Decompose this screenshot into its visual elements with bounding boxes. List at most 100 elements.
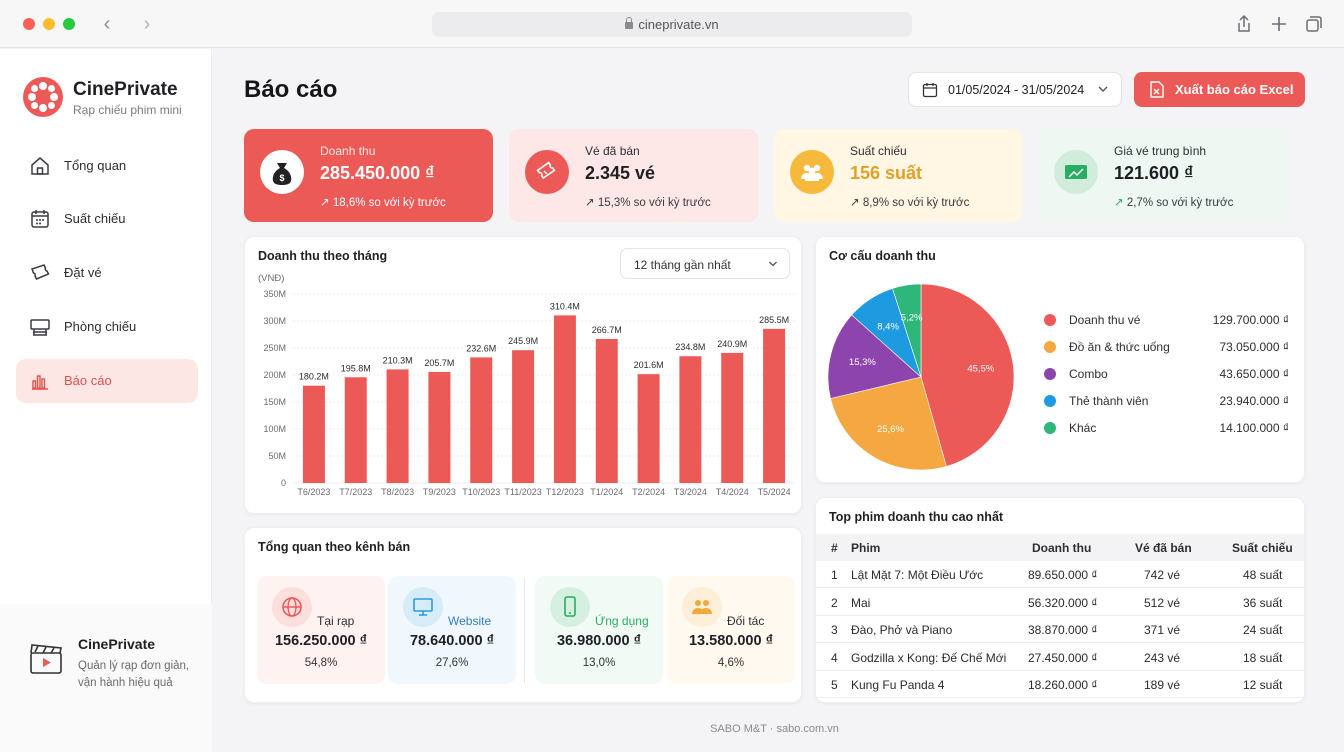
minimize-window-button[interactable] — [43, 18, 55, 30]
slice-percent-label: 45,5% — [967, 364, 994, 375]
trend-up-icon: ↗ — [585, 197, 598, 209]
sidebar-item-booking[interactable]: Đặt vé — [16, 251, 198, 295]
column-header-tickets: Vé đã bán — [1135, 541, 1192, 555]
channel-card-counter: Tại rạp 156.250.000 ₫ 54,8% — [257, 576, 385, 684]
showtimes-cell: 18 suất — [1243, 650, 1283, 665]
legend-item: Combo 43.650.000 ₫ — [1044, 364, 1289, 384]
phone-icon — [550, 587, 590, 627]
period-select[interactable]: 12 tháng gần nhất — [620, 248, 790, 279]
channel-percent: 4,6% — [717, 657, 745, 669]
monthly-revenue-bar-chart: (VNĐ) 0 50M 100M 150M 200M 250M 300M 350M 180.2M T… — [258, 273, 795, 497]
slice-percent-label: 5,2% — [901, 312, 923, 323]
bar-value-label: 195.8M — [341, 363, 371, 373]
sidebar-item-rooms[interactable]: Phòng chiếu — [16, 305, 198, 349]
rank-cell: 3 — [831, 623, 838, 637]
channel-name: Website — [448, 614, 492, 628]
forward-arrow-icon[interactable]: › — [143, 13, 151, 35]
sidebar-item-label: Đặt vé — [64, 265, 102, 280]
sidebar: CinePrivate Rạp chiếu phim mini Tổng qua… — [0, 49, 212, 752]
movie-cell: Kung Fu Panda 4 — [851, 678, 945, 692]
kpi-change: ↗ 15,3% so với kỳ trước — [585, 197, 711, 209]
monitor-icon — [403, 587, 443, 627]
table-row[interactable]: 4 Godzilla x Kong: Đế Chế Mới 27.450.000 ₫… — [816, 644, 1304, 671]
trend-up-icon: ↗ — [1114, 197, 1127, 209]
kpi-revenue-card: $ Doanh thu 285.450.000 ₫ ↗ 18,6% so với… — [244, 129, 493, 222]
ticket-icon — [31, 264, 50, 280]
revenue-structure-pie-chart: 45,5% 25,6% 15,3% 8,4%5,2% — [827, 283, 1015, 471]
close-window-button[interactable] — [23, 18, 35, 30]
kpi-change: ↗ 8,9% so với kỳ trước — [850, 197, 970, 209]
bar-value-label: 310.4M — [550, 301, 580, 311]
slice-percent-label: 8,4% — [877, 321, 899, 332]
bar — [428, 371, 451, 483]
channel-name: Tại rạp — [317, 614, 355, 628]
bar-value-label: 285.5M — [759, 315, 789, 325]
tabs-overview-icon[interactable] — [1304, 14, 1324, 34]
y-tick-label: 0 — [281, 478, 286, 488]
bar — [302, 385, 325, 483]
panel-title: Doanh thu theo tháng — [258, 249, 388, 263]
y-tick-label: 350M — [263, 289, 286, 299]
svg-text:$: $ — [279, 173, 284, 183]
channel-card-website: Website 78.640.000 ₫ 27,6% — [388, 576, 516, 684]
bar-value-label: 201.6M — [634, 360, 664, 370]
bar — [512, 350, 535, 483]
sidebar-item-label: Báo cáo — [64, 373, 112, 388]
bar — [386, 369, 409, 483]
kpi-value: 2.345 vé — [585, 163, 656, 183]
channel-value: 78.640.000 ₫ — [409, 633, 495, 649]
rank-cell: 2 — [831, 595, 838, 610]
sidebar-item-overview[interactable]: Tổng quan — [16, 144, 198, 188]
screen-room-icon — [30, 319, 50, 336]
sidebar-item-reports[interactable]: Báo cáo — [16, 359, 198, 403]
address-bar[interactable]: cineprivate.vn — [432, 12, 912, 37]
slice-percent-label: 25,6% — [877, 424, 904, 435]
legend-item: Doanh thu vé 129.700.000 ₫ — [1044, 310, 1289, 330]
rank-cell: 4 — [831, 650, 838, 665]
legend-name: Doanh thu vé — [1069, 313, 1141, 327]
column-header-revenue: Doanh thu — [1032, 541, 1092, 555]
table-row[interactable]: 3 Đào, Phở và Piano 38.870.000 ₫ 371 vé 24 s… — [816, 616, 1304, 643]
panel-title: Top phim doanh thu cao nhất — [829, 510, 1004, 524]
channel-card-partner: Đối tác 13.580.000 ₫ 4,6% — [667, 576, 795, 684]
legend-value: 23.940.000 ₫ — [1219, 394, 1289, 408]
y-tick-label: 150M — [263, 397, 286, 407]
footer-description: Quản lý rạp đơn giản, vận hành hiệu quả — [78, 660, 190, 689]
zoom-window-button[interactable] — [63, 18, 75, 30]
excel-file-icon — [1150, 81, 1164, 98]
kpi-label: Suất chiếu — [850, 144, 907, 158]
share-icon[interactable] — [1234, 14, 1254, 34]
channel-percent: 27,6% — [435, 657, 469, 669]
kpi-value: 121.600 ₫ — [1114, 163, 1194, 183]
kpi-label: Doanh thu — [320, 144, 376, 158]
channel-percent: 54,8% — [304, 657, 338, 669]
y-tick-label: 100M — [263, 424, 286, 434]
x-tick-label: T7/2023 — [339, 487, 372, 497]
sidebar-item-label: Tổng quan — [64, 158, 127, 173]
browser-toolbar: ‹ › cineprivate.vn — [0, 0, 1344, 48]
table-row[interactable]: 2 Mai 56.320.000 ₫ 512 vé 36 suất — [816, 589, 1304, 616]
sidebar-item-showtimes[interactable]: Suất chiếu — [16, 197, 198, 241]
export-label: Xuất báo cáo Excel — [1175, 82, 1294, 97]
legend-value: 14.100.000 ₫ — [1219, 421, 1289, 435]
column-header-showtimes: Suất chiếu — [1232, 541, 1293, 555]
date-range-picker[interactable]: 01/05/2024 - 31/05/2024 — [908, 72, 1122, 107]
legend-name: Combo — [1069, 367, 1108, 381]
brand-name: CinePrivate — [73, 79, 178, 100]
showtimes-cell: 24 suất — [1243, 623, 1283, 637]
x-tick-label: T12/2023 — [546, 487, 584, 497]
export-excel-button[interactable]: Xuất báo cáo Excel — [1134, 72, 1305, 107]
cash-icon — [1054, 150, 1098, 194]
legend-item: Thẻ thành viên 23.940.000 ₫ — [1044, 391, 1289, 411]
bar — [679, 356, 702, 483]
table-row[interactable]: 5 Kung Fu Panda 4 18.260.000 ₫ 189 vé 12 suấ… — [816, 671, 1304, 698]
bar — [721, 352, 744, 483]
legend-value: 129.700.000 ₫ — [1212, 313, 1289, 327]
back-arrow-icon[interactable]: ‹ — [103, 13, 111, 35]
new-tab-icon[interactable] — [1269, 14, 1289, 34]
channel-name: Ứng dụng — [595, 614, 649, 628]
table-row[interactable]: 1 Lật Mặt 7: Một Điều Ước 89.650.000 ₫ 742 … — [816, 561, 1304, 588]
legend-value: 73.050.000 ₫ — [1219, 340, 1289, 354]
column-header-movie: Phim — [851, 541, 881, 555]
legend-color-dot — [1044, 395, 1056, 407]
